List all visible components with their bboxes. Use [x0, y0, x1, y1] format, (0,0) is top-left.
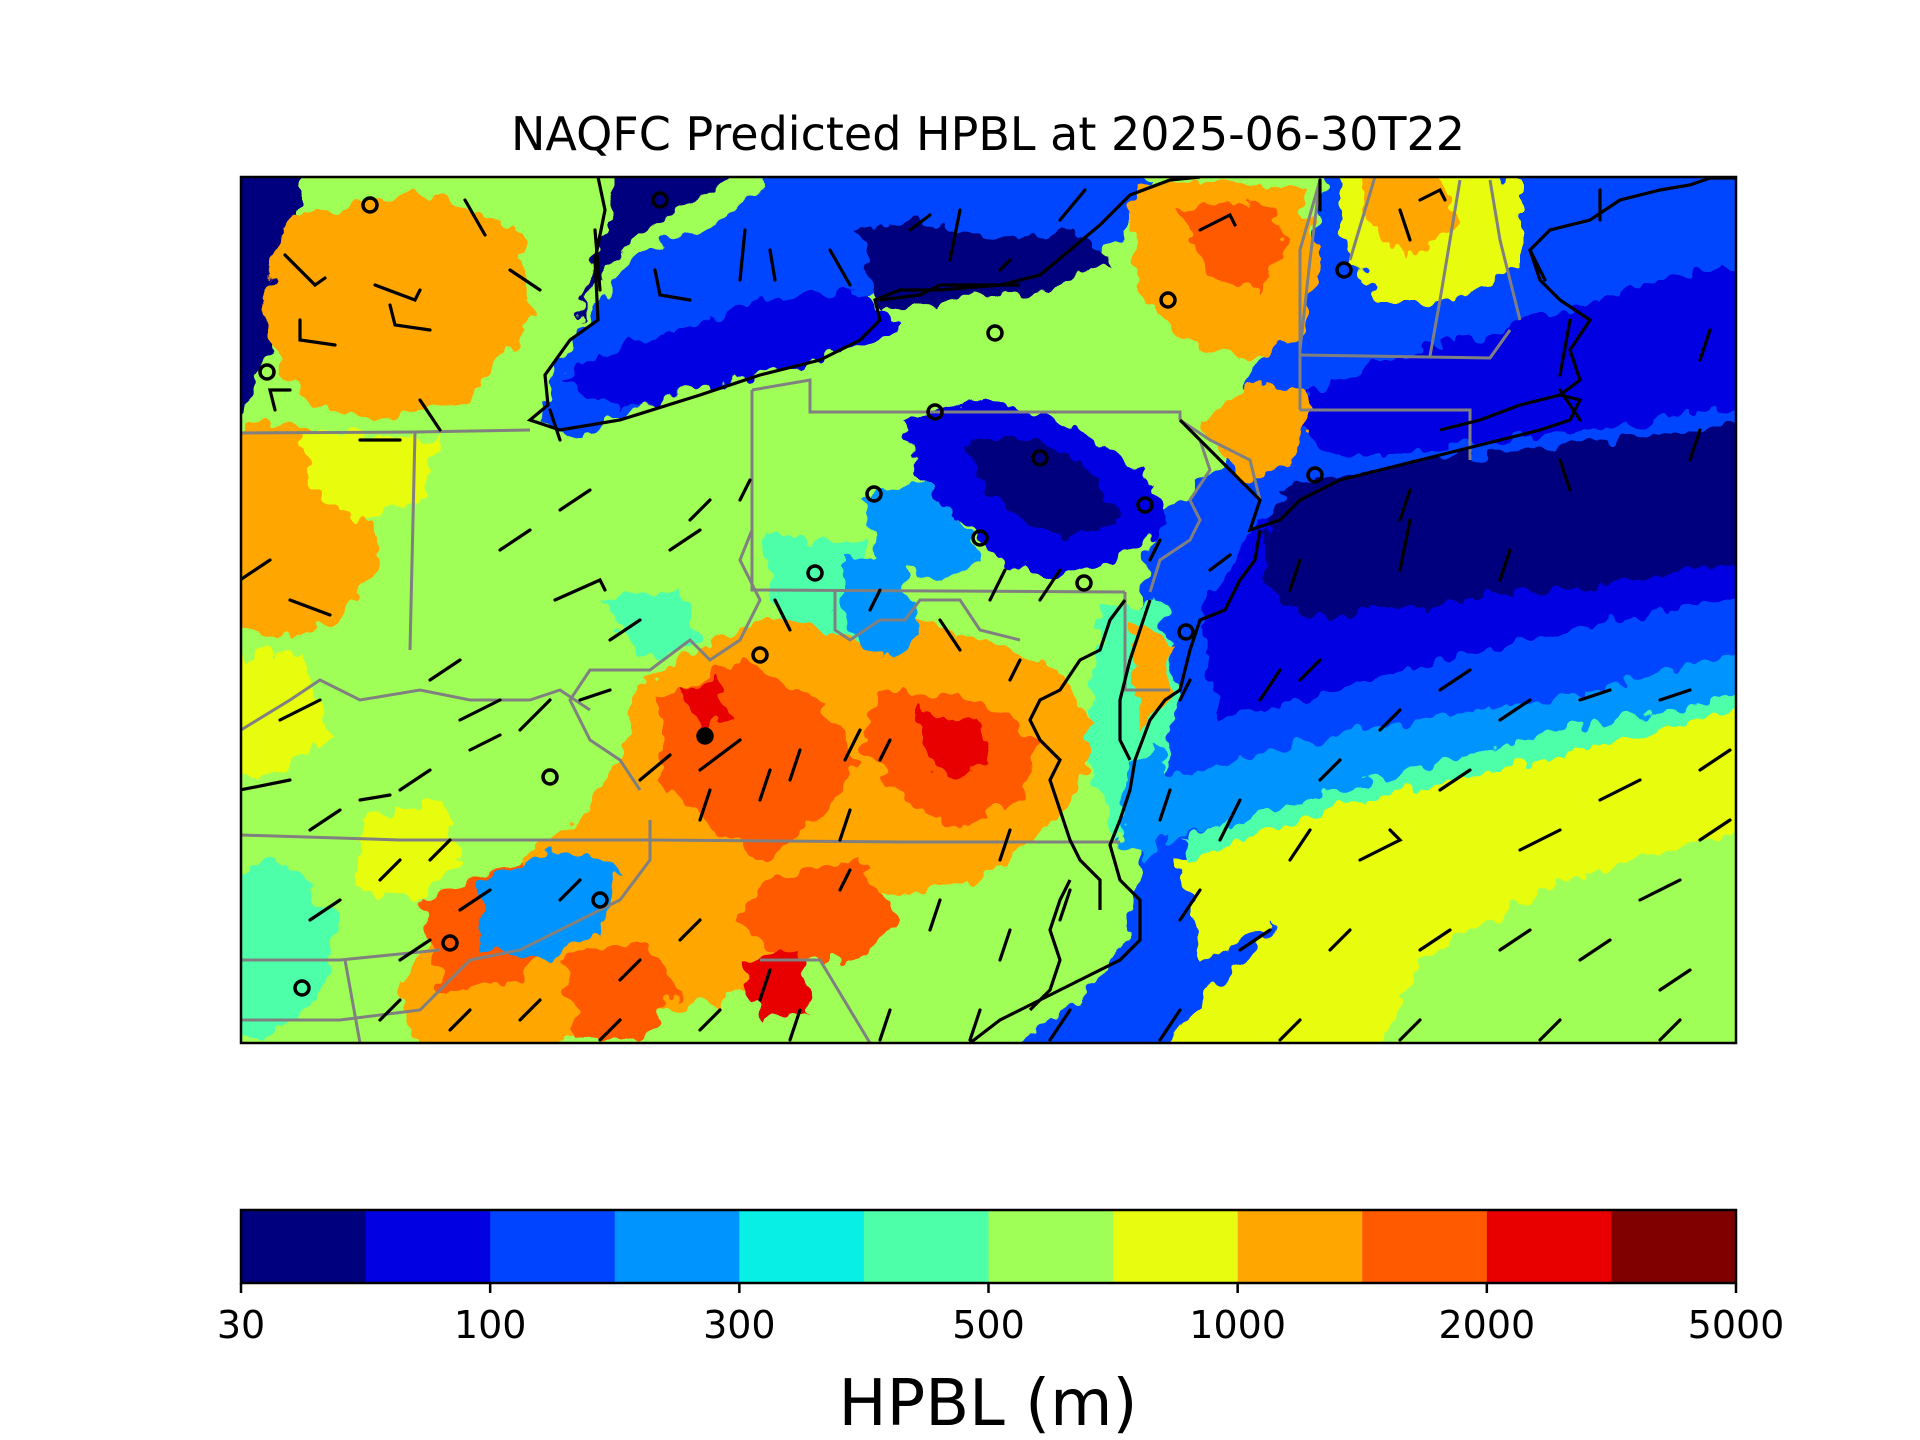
colorbar-tick-label: 300: [703, 1303, 776, 1347]
coastlines: [526, 177, 1736, 1043]
colorbar-segment: [614, 1210, 740, 1283]
map-panel: [241, 177, 1736, 1043]
colorbar-segment: [490, 1210, 616, 1283]
colorbar-segment: [1113, 1210, 1239, 1283]
colorbar-tick-label: 1000: [1189, 1303, 1286, 1347]
colorbar-segment: [365, 1210, 491, 1283]
colorbar-tick-label: 100: [454, 1303, 527, 1347]
station-markers: [258, 191, 1353, 997]
colorbar-segment: [863, 1210, 989, 1283]
colorbar: [241, 1210, 1737, 1283]
colorbar-segment: [1362, 1210, 1488, 1283]
colorbar-tick-label: 2000: [1438, 1303, 1535, 1347]
map-frame: [239, 175, 1738, 1045]
colorbar-segment: [1486, 1210, 1612, 1283]
colorbar-segment: [739, 1210, 865, 1283]
colorbar-segment: [1611, 1210, 1737, 1283]
colorbar-tick-label: 500: [952, 1303, 1025, 1347]
wind-barbs: [241, 178, 1732, 1042]
map-title: NAQFC Predicted HPBL at 2025-06-30T22: [511, 107, 1465, 161]
hpbl-field: [241, 177, 1736, 1043]
colorbar-tick-label: 30: [217, 1303, 265, 1347]
colorbar-tick-label: 5000: [1688, 1303, 1785, 1347]
colorbar-ticks: 30 100 300 500 1000 2000 5000: [217, 1283, 1785, 1347]
colorbar-segment: [241, 1210, 367, 1283]
colorbar-segment: [1237, 1210, 1363, 1283]
colorbar-label: HPBL (m): [839, 1367, 1138, 1440]
colorbar-segment: [988, 1210, 1114, 1283]
state-borders: [241, 177, 1522, 1043]
